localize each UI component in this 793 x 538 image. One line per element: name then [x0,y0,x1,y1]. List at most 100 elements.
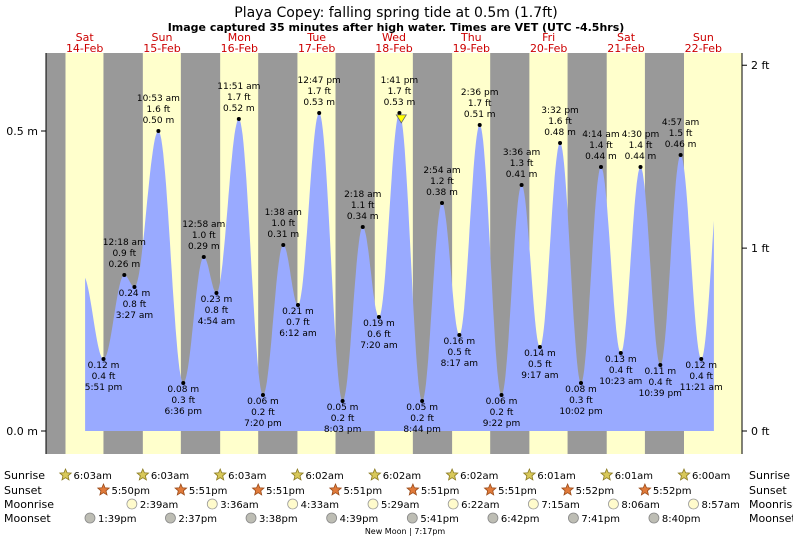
tide-label: 0.19 m [363,319,395,329]
sunset-time: 5:51pm [498,486,537,497]
tide-label: 0.46 m [665,140,697,150]
day-date-label: 18-Feb [375,42,412,55]
tide-point [122,273,127,277]
tide-label: 0.9 ft [112,249,136,259]
sunrise-icon [136,467,150,481]
left-tick-label: 0.5 m [6,125,38,138]
tide-label: 1.3 ft [510,159,534,169]
tide-point [457,333,462,337]
sunrise-time: 6:01am [537,471,575,482]
tide-label: 11:21 am [680,383,723,393]
moonset-time: 3:38pm [259,514,298,525]
tide-point [181,381,186,385]
tide-label: 8:17 am [441,359,478,369]
tide-label: 0.14 m [524,349,556,359]
row-label-left: Sunrise [4,469,45,482]
tide-label: 1:38 am [265,208,302,218]
tide-label: 0.44 m [625,152,657,162]
tide-label: 4:54 am [198,317,235,327]
tide-label: 12:47 pm [298,76,341,86]
tide-label: 0.34 m [347,212,379,222]
moonset-icon [245,512,257,524]
moonrise-icon [287,498,299,510]
tide-label: 1.7 ft [468,99,492,109]
tide-point [156,129,161,133]
tide-label: 4:30 pm [622,130,660,140]
moonrise-time: 3:36am [220,500,258,511]
tide-label: 1.6 ft [147,105,171,115]
tide-label: 0.8 ft [123,300,147,310]
tide-point [519,183,524,187]
tide-label: 0.41 m [506,170,538,180]
moonrise-icon [447,498,459,510]
row-label-left: Moonset [4,512,51,525]
tide-label: 0.12 m [685,361,717,371]
tide-point [578,381,583,385]
tide-point [499,393,504,397]
moonrise-icon [527,498,539,510]
tide-label: 0.44 m [585,152,617,162]
tide-label: 1.4 ft [589,141,613,151]
moonset-time: 4:39pm [340,514,379,525]
tide-label: 2:54 am [423,166,460,176]
day-date-label: 21-Feb [607,42,644,55]
moonrise-time: 2:39am [140,500,178,511]
sunset-time: 5:51pm [266,486,305,497]
tide-label: 0.8 ft [205,306,229,316]
tide-point [101,357,106,361]
tide-label: 8:03 pm [324,425,362,435]
sunset-time: 5:51pm [189,486,228,497]
moonset-icon [568,512,579,524]
tide-point [360,225,365,229]
moonrise-icon [367,498,379,510]
sunrise-time: 6:02am [460,471,498,482]
right-tick-label: 1 ft [751,242,770,255]
tide-label: 0.7 ft [286,318,310,328]
sunrise-icon [290,467,305,481]
tide-point [281,243,286,247]
row-label-right: Moonrise [749,498,793,511]
sunrise-time: 6:03am [228,471,266,482]
sunset-icon [251,482,265,496]
sunrise-icon [445,467,459,481]
tide-point [440,201,445,205]
tide-label: 12:18 am [103,238,146,248]
tide-label: 0.11 m [644,367,676,377]
tide-label: 2:36 pm [461,88,499,98]
right-tick-label: 2 ft [751,59,770,72]
tide-label: 0.3 ft [569,396,593,406]
moonrise-icon [126,498,138,510]
tide-label: 0.52 m [223,104,255,114]
moonset-time: 5:41pm [420,514,459,525]
day-of-week-label: Tue [306,31,326,44]
sunrise-time: 6:03am [73,471,111,482]
sunrise-icon [368,467,382,481]
sunset-time: 5:51pm [421,486,460,497]
moonset-time: 7:41pm [581,514,620,525]
chart-title: Playa Copey: falling spring tide at 0.5m… [234,5,557,21]
sunset-time: 5:52pm [576,486,615,497]
day-of-week-label: Mon [228,31,251,44]
sunrise-time: 6:00am [692,471,730,482]
sunrise-icon [522,467,537,481]
tide-point [638,165,643,169]
day-of-week-label: Sat [617,31,636,44]
moonset-icon [165,512,176,524]
tide-point [376,315,381,319]
tide-label: 1.7 ft [307,87,331,97]
sunset-time: 5:51pm [344,486,383,497]
moonrise-time: 8:06am [621,500,659,511]
tide-label: 8:44 pm [403,425,441,435]
tide-label: 0.53 m [384,98,416,108]
moonset-time: 6:42pm [501,514,540,525]
tide-label: 1.1 ft [351,201,375,211]
tide-label: 9:17 am [521,371,558,381]
sunset-icon [328,482,343,496]
tide-label: 0.38 m [426,188,458,198]
row-label-left: Moonrise [4,498,54,511]
tide-label: 1.5 ft [669,129,693,139]
tide-label: 2:18 am [344,190,381,200]
moonrise-time: 4:33am [301,500,339,511]
tide-point [340,399,345,403]
